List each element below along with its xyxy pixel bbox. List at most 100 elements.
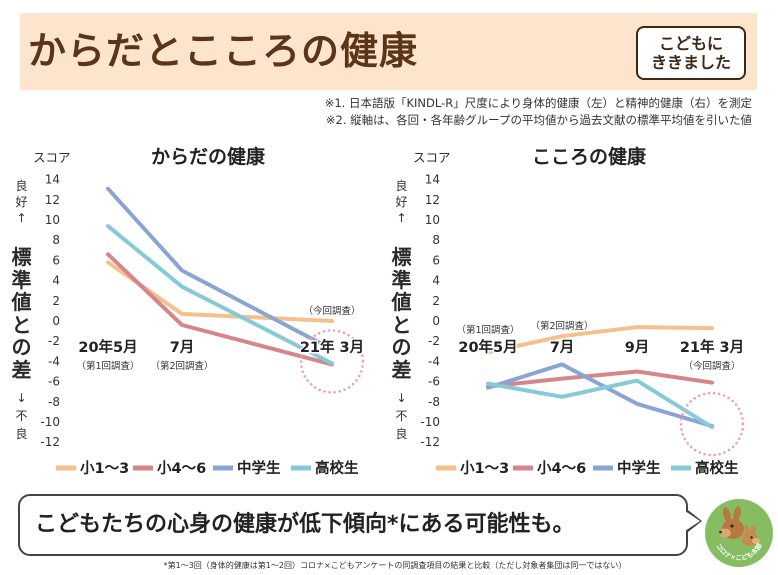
worse-direction-label: ↓不良	[15, 391, 28, 441]
y-tick-label: 0	[432, 314, 440, 328]
kangaroo-nose	[719, 530, 722, 534]
survey-round-label: （第1回調査）	[76, 360, 139, 372]
survey-round-labels: （第1回調査） （第2回調査） （今回調査）	[75, 304, 362, 374]
kids-asked-badge: こどもに ききました	[636, 26, 746, 80]
highlight-circle	[299, 329, 365, 394]
mother-kangaroo-icon	[719, 506, 744, 539]
y-tick-label: 14	[425, 173, 440, 187]
chart-title: こころの健康	[532, 145, 647, 168]
body-health-chart: スコア からだの健康 14 12 10 8 6 4 2 0 -2 -4 -6 -8 -10 -12 20年…	[0, 140, 385, 485]
y-tick-label: -10	[40, 415, 60, 429]
y-tick-label: -8	[428, 395, 440, 409]
x-tick-label: 7月	[550, 339, 575, 356]
y-tick-label: 2	[432, 294, 440, 308]
baby-kangaroo-icon	[742, 525, 760, 546]
y-tick-label: -4	[428, 354, 440, 368]
footnote: *第1～3回（身体的健康は第1～2回）コロナ×こどもアンケートの同調査項目の結果…	[163, 561, 627, 570]
y-tick-label: -2	[428, 334, 440, 348]
better-direction-label: 良好↑	[15, 179, 28, 225]
kangaroo-mascot-icon: コロナ×こども本部	[705, 499, 773, 567]
y-tick-label: 14	[45, 173, 60, 187]
method-notes: ※1. 日本語版「KINDL-R」尺度により身体的健康（左）と精神的健康（右）を…	[325, 95, 752, 129]
badge-line-1: こどもに	[658, 34, 723, 53]
y-tick-label: 2	[52, 294, 60, 308]
kangaroo-snout	[719, 528, 731, 538]
series-line	[106, 224, 334, 366]
x-tick-label: 21年 3月	[680, 338, 744, 356]
series-lines	[106, 186, 334, 367]
y-axis-unit-label: スコア	[33, 150, 71, 165]
series-line	[486, 325, 714, 355]
conclusion-callout: こどもたちの心身の健康が低下傾向*にある可能性も。	[18, 494, 702, 556]
survey-round-label: （今回調査）	[303, 305, 360, 317]
y-tick-label: 12	[45, 193, 60, 207]
kangaroo-ear	[733, 506, 741, 522]
survey-round-label: （第1回調査）	[456, 324, 519, 336]
y-axis-ticks: 14 12 10 8 6 4 2 0 -2 -4 -6 -8 -10 -12	[420, 173, 440, 450]
kangaroo-eye	[750, 536, 753, 539]
survey-round-label: （第2回調査）	[150, 360, 213, 372]
header-banner: からだとこころの健康 こどもに ききました	[20, 13, 757, 90]
mind-health-chart: スコア こころの健康 14 12 10 8 6 4 2 0 -2 -4 -6 -8 -10 -12 20年…	[380, 140, 778, 485]
x-tick-label: 20年5月	[78, 338, 137, 356]
y-tick-label: 10	[425, 213, 440, 227]
y-tick-label: 4	[52, 274, 60, 288]
note-1: ※1. 日本語版「KINDL-R」尺度により身体的健康（左）と精神的健康（右）を…	[324, 96, 752, 110]
legend-label: 高校生	[695, 459, 739, 477]
x-tick-label: 9月	[625, 339, 650, 356]
y-tick-label: 8	[432, 233, 440, 247]
y-axis-unit-label: スコア	[413, 150, 451, 165]
legend-label: 小4～6	[537, 460, 586, 477]
y-tick-label: -2	[48, 334, 60, 348]
y-tick-label: -6	[48, 375, 60, 389]
badge-line-2: ききました	[650, 53, 731, 72]
y-tick-label: 6	[432, 253, 440, 267]
y-tick-label: -4	[48, 354, 60, 368]
page-title: からだとこころの健康	[28, 29, 419, 73]
legend: 小1～3 小4～6 中学生 高校生	[436, 459, 739, 477]
chart-title: からだの健康	[151, 145, 266, 168]
legend-label: 小4～6	[157, 460, 206, 477]
better-direction-label: 良好↑	[395, 179, 408, 225]
y-tick-label: 0	[52, 314, 60, 328]
series-line	[486, 369, 714, 389]
y-axis-ticks: 14 12 10 8 6 4 2 0 -2 -4 -6 -8 -10 -12	[40, 173, 60, 450]
legend: 小1～3 小4～6 中学生 高校生	[56, 459, 359, 477]
y-tick-label: -10	[420, 415, 440, 429]
x-tick-label: 21年 3月	[300, 338, 364, 356]
x-axis-labels: 20年5月 7月 21年 3月	[77, 337, 366, 358]
conclusion-text: こどもたちの心身の健康が低下傾向*にある可能性も。	[35, 512, 575, 537]
y-tick-label: -6	[428, 375, 440, 389]
y-tick-label: -12	[420, 435, 440, 449]
legend-label: 中学生	[237, 459, 281, 477]
survey-round-label: （今回調査）	[683, 360, 740, 372]
legend-label: 中学生	[617, 459, 661, 477]
worse-direction-label: ↓不良	[395, 391, 408, 441]
highlight-layer	[679, 391, 745, 457]
series-lines	[486, 325, 714, 430]
y-axis-title: 標準値との差	[391, 245, 412, 382]
x-tick-label: 7月	[170, 339, 195, 356]
highlight-layer	[299, 329, 365, 394]
survey-round-labels: （第1回調査） （第2回調査） （今回調査）	[455, 319, 742, 373]
kangaroo-ear	[723, 507, 731, 523]
series-line	[486, 362, 714, 428]
y-tick-label: 8	[52, 233, 60, 247]
kangaroo-eye	[730, 524, 734, 528]
y-tick-label: 6	[52, 253, 60, 267]
mind-health-chart-plot: スコア こころの健康 14 12 10 8 6 4 2 0 -2 -4 -6 -8 -10 -12 20年…	[413, 145, 746, 477]
y-tick-label: -8	[48, 395, 60, 409]
x-axis-labels: 20年5月 7月 9月 21年 3月	[457, 337, 746, 358]
series-line	[106, 186, 334, 352]
note-2: ※2. 縦軸は、各回・各年齢グループの平均値から過去文献の標準平均値を引いた値	[325, 113, 752, 127]
x-tick-label: 20年5月	[458, 338, 517, 356]
legend-label: 高校生	[315, 459, 359, 477]
survey-round-label: （第2回調査）	[530, 320, 593, 332]
highlight-circle	[679, 391, 745, 457]
y-tick-label: 12	[425, 193, 440, 207]
y-axis-title: 標準値との差	[11, 245, 32, 382]
series-line	[486, 378, 714, 430]
legend-label: 小1～3	[80, 460, 129, 477]
mascot-logo: コロナ×こども本部	[705, 499, 773, 567]
